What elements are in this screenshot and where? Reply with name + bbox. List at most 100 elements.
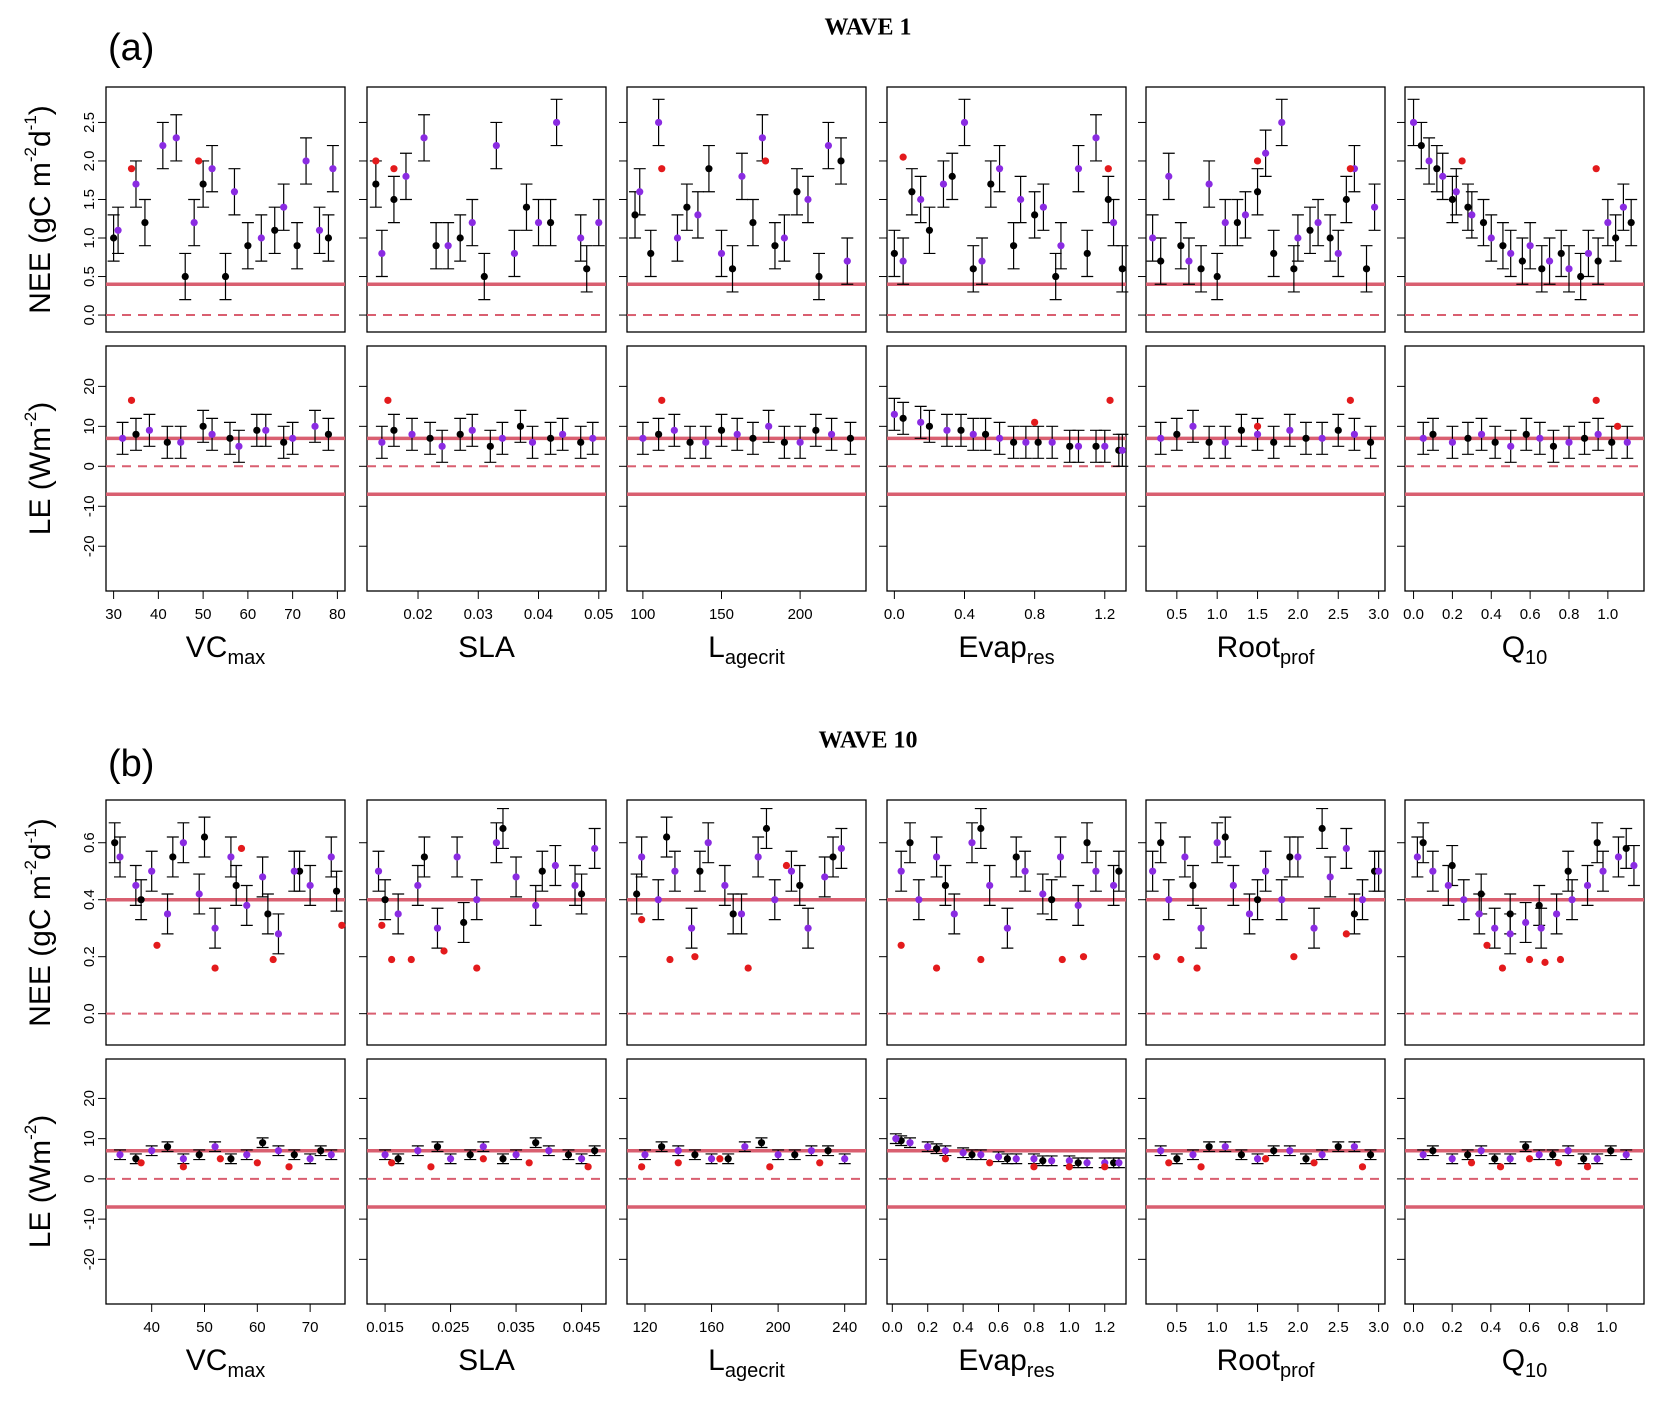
panel xyxy=(619,86,867,333)
point xyxy=(932,964,941,972)
point xyxy=(499,824,507,833)
point xyxy=(1464,203,1472,211)
point xyxy=(1157,257,1165,265)
point xyxy=(271,226,279,234)
x-axis-label: Q10 xyxy=(1502,631,1548,669)
x-tick-label: 2.5 xyxy=(1328,1319,1349,1336)
y-tick-label: -20 xyxy=(81,535,98,557)
point xyxy=(654,896,662,904)
x-tick-label: 1.0 xyxy=(1207,1319,1228,1336)
point xyxy=(1448,438,1457,446)
point xyxy=(899,414,907,422)
point xyxy=(1253,157,1262,165)
point xyxy=(512,1151,520,1159)
label-text: L xyxy=(708,1344,725,1377)
point xyxy=(1213,839,1221,847)
point xyxy=(941,1147,950,1155)
point xyxy=(721,881,729,890)
subscript: 10 xyxy=(1525,647,1547,669)
point xyxy=(1318,1151,1326,1159)
point xyxy=(1439,172,1447,180)
point xyxy=(663,833,671,841)
point xyxy=(315,226,324,234)
x-tick-label: 0.8 xyxy=(1024,1319,1045,1336)
point xyxy=(269,955,277,964)
point xyxy=(1270,438,1278,446)
point xyxy=(1030,1155,1038,1163)
point xyxy=(1350,430,1359,438)
point xyxy=(127,165,136,173)
point xyxy=(908,188,916,196)
point xyxy=(733,430,741,438)
point xyxy=(897,941,905,949)
point xyxy=(633,890,641,898)
point xyxy=(1499,242,1507,250)
point xyxy=(1039,203,1048,211)
point xyxy=(716,1155,724,1163)
point xyxy=(702,438,710,446)
point xyxy=(1017,195,1025,204)
point xyxy=(1092,867,1100,875)
point xyxy=(1118,446,1126,454)
panel-label: (a) xyxy=(108,27,154,69)
y-tick-label: 20 xyxy=(81,378,98,395)
point xyxy=(899,153,907,161)
point xyxy=(636,188,644,196)
point xyxy=(1109,218,1118,227)
point xyxy=(925,226,934,234)
label-text: Root xyxy=(1217,1344,1281,1377)
point xyxy=(208,165,216,173)
plot-frame xyxy=(626,86,867,333)
point xyxy=(1039,890,1047,898)
x-axis-label: SLA xyxy=(458,631,515,664)
point xyxy=(1477,430,1486,438)
x-tick-label: 0.2 xyxy=(1442,1319,1463,1336)
x-tick-label: 0.045 xyxy=(563,1319,601,1336)
point xyxy=(1290,953,1298,961)
point xyxy=(1052,272,1060,281)
label-text: LE (Wm xyxy=(24,427,57,535)
point xyxy=(577,890,586,898)
point xyxy=(1334,249,1342,258)
point xyxy=(821,873,829,881)
point xyxy=(796,438,804,446)
panel: 0.5 1.0 1.5 2.0 2.5 3.0 Rootprof xyxy=(1138,1058,1389,1382)
x-axis-label: Rootprof xyxy=(1217,1344,1315,1382)
point xyxy=(440,947,448,955)
point xyxy=(724,1155,732,1163)
point xyxy=(941,881,950,890)
point xyxy=(595,218,603,227)
point xyxy=(1104,165,1112,173)
plot-frame xyxy=(626,1058,867,1305)
label-text: Root xyxy=(1217,631,1281,664)
point xyxy=(1039,1157,1047,1165)
point xyxy=(532,901,540,910)
point xyxy=(737,910,746,918)
point xyxy=(1622,1151,1630,1159)
point xyxy=(466,1151,474,1159)
point xyxy=(426,434,434,442)
point xyxy=(1034,438,1042,446)
point xyxy=(522,203,531,211)
point xyxy=(771,242,779,250)
x-tick-label: 150 xyxy=(709,606,734,623)
point xyxy=(1346,165,1354,173)
point xyxy=(1058,955,1066,964)
point xyxy=(670,426,678,434)
point xyxy=(402,172,410,180)
point xyxy=(1012,853,1020,861)
point xyxy=(1048,1157,1056,1165)
point xyxy=(757,1139,766,1147)
point xyxy=(1419,434,1427,442)
x-tick-label: 50 xyxy=(196,1319,213,1336)
point xyxy=(1549,442,1558,450)
x-tick-label: 0.8 xyxy=(1558,1319,1579,1336)
point xyxy=(195,1151,203,1159)
panel: 0.0 0.2 0.4 0.6 NEE (gC m-2d-1) xyxy=(21,799,346,1046)
point xyxy=(1205,438,1213,446)
x-tick-label: 0.5 xyxy=(1166,606,1187,623)
point xyxy=(111,839,119,847)
x-tick-label: 0.03 xyxy=(464,606,493,623)
point xyxy=(1549,1151,1557,1159)
y-axis-label: NEE (gC m-2d-1) xyxy=(21,818,56,1027)
